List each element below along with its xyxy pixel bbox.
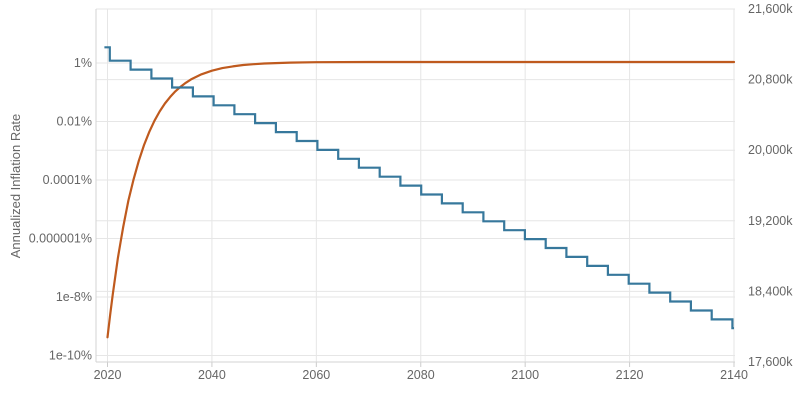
left-axis-label: 1% bbox=[74, 56, 92, 70]
right-axis-label: 20,800k bbox=[748, 73, 793, 87]
left-y-axis-title: Annualized Inflation Rate bbox=[8, 114, 23, 259]
right-axis-label: 18,400k bbox=[748, 284, 793, 298]
axis-tick-labels: 2020 2040 2060 2080 2100 2120 2140 1% 0.01% 0.000… bbox=[29, 2, 793, 382]
left-axis-label: 0.0001% bbox=[43, 173, 92, 187]
left-axis-label: 0.01% bbox=[57, 115, 92, 129]
left-axis-label: 0.000001% bbox=[29, 232, 92, 246]
x-axis-label: 2140 bbox=[720, 368, 748, 382]
inflation-rate-series bbox=[104, 46, 734, 330]
right-axis-label: 20,000k bbox=[748, 143, 793, 157]
right-axis-label: 17,600k bbox=[748, 355, 793, 369]
total-supply-series bbox=[106, 60, 736, 339]
left-axis-label: 1e-10% bbox=[49, 349, 92, 363]
axis-lines bbox=[95, 9, 735, 367]
left-axis-label: 1e-8% bbox=[56, 290, 92, 304]
series-lines bbox=[104, 46, 736, 339]
x-axis-label: 2040 bbox=[198, 368, 226, 382]
right-axis-label: 19,200k bbox=[748, 214, 793, 228]
x-axis-label: 2020 bbox=[94, 368, 122, 382]
x-axis-label: 2080 bbox=[407, 368, 435, 382]
x-axis-label: 2100 bbox=[511, 368, 539, 382]
x-axis-label: 2060 bbox=[302, 368, 330, 382]
x-axis-label: 2120 bbox=[616, 368, 644, 382]
right-axis-label: 21,600k bbox=[748, 2, 793, 16]
